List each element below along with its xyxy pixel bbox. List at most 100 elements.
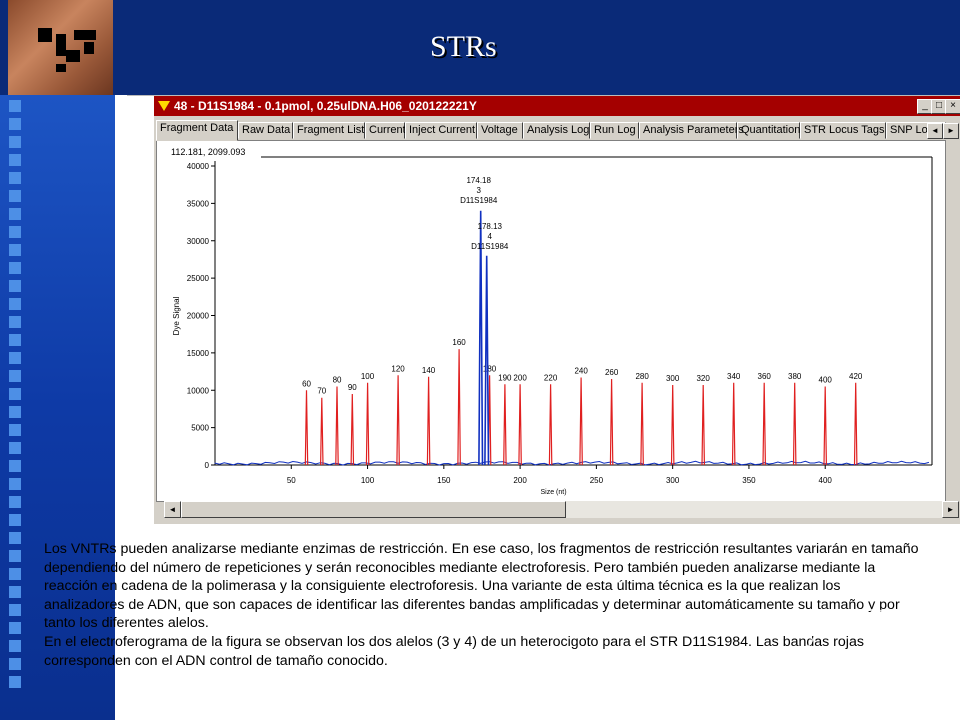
ladder-peak-label: 180	[483, 364, 497, 373]
ladder-peak	[579, 377, 583, 466]
bullet-square	[9, 352, 21, 364]
ladder-peak-label: 420	[849, 372, 863, 381]
bullet-square	[9, 658, 21, 670]
slide-title: STRs	[430, 30, 497, 63]
ladder-peak	[670, 384, 675, 466]
ladder-peak-label: 90	[348, 383, 357, 392]
bullet-square	[9, 190, 21, 202]
tab-fragment-data[interactable]: Fragment Data	[156, 120, 238, 141]
university-logo	[8, 0, 113, 95]
tab-current[interactable]: Current	[365, 122, 406, 139]
ladder-peak	[518, 384, 522, 466]
analysis-window[interactable]: 48 - D11S1984 - 0.1pmol, 0.25ulDNA.H06_0…	[153, 96, 960, 524]
ladder-peak	[503, 384, 507, 466]
bullet-square	[9, 316, 21, 328]
ladder-peak	[350, 393, 355, 466]
bullet-square	[9, 100, 21, 112]
logo-glyph-icon	[38, 28, 96, 72]
tab-quantitation[interactable]: Quantitation	[737, 122, 800, 139]
bullet-square	[9, 460, 21, 472]
ladder-peak	[426, 376, 431, 466]
y-tick-label: 40000	[187, 162, 210, 171]
bullet-square	[9, 388, 21, 400]
ladder-peak-label: 220	[544, 373, 558, 382]
x-tick-label: 200	[513, 476, 527, 485]
allele-number-label: 4	[488, 232, 493, 241]
slide-header-band	[0, 0, 960, 95]
y-tick-label: 25000	[187, 274, 210, 283]
bullet-square	[9, 514, 21, 526]
bullet-square	[9, 442, 21, 454]
scroll-left-arrow-icon[interactable]: ◄	[164, 501, 181, 518]
tab-run-log[interactable]: Run Log	[590, 122, 639, 139]
ladder-peak	[701, 384, 705, 466]
bullet-square	[9, 568, 21, 580]
ladder-peak-label: 380	[788, 372, 802, 381]
ladder-peak	[396, 375, 400, 466]
ladder-peak-label: 200	[513, 373, 527, 382]
tab-inject-current[interactable]: Inject Current	[405, 122, 477, 139]
tab-str-locus-tags[interactable]: STR Locus Tags	[800, 122, 886, 139]
ladder-peak-label: 340	[727, 372, 741, 381]
bullet-square	[9, 496, 21, 508]
tab-fragment-list[interactable]: Fragment List	[293, 122, 365, 139]
y-tick-label: 30000	[187, 237, 210, 246]
y-tick-label: 20000	[187, 312, 210, 321]
window-titlebar[interactable]: 48 - D11S1984 - 0.1pmol, 0.25ulDNA.H06_0…	[154, 96, 960, 116]
ladder-peak-label: 190	[498, 373, 512, 382]
tab-analysis-parameters[interactable]: Analysis Parameters	[639, 122, 744, 139]
ladder-peak-label: 70	[317, 387, 326, 396]
app-triangle-icon	[158, 101, 170, 111]
y-tick-label: 35000	[187, 199, 210, 208]
ladder-peak	[640, 382, 644, 466]
ladder-peak-label: 140	[422, 366, 436, 375]
ladder-peak	[320, 397, 324, 466]
bullet-square	[9, 118, 21, 130]
ladder-peak	[365, 382, 370, 466]
caption-paragraph-2: En el electroferograma de la figura se o…	[44, 633, 864, 669]
bullet-square	[9, 262, 21, 274]
ladder-peak	[609, 378, 614, 466]
x-axis-label: Size (nt)	[540, 489, 566, 496]
y-axis-label: Dye Signal	[172, 296, 181, 335]
coord-readout-box	[166, 144, 264, 158]
ladder-peak	[548, 384, 553, 466]
ladder-peak-label: 120	[391, 364, 405, 373]
bullet-squares	[9, 100, 23, 694]
ladder-peak	[823, 386, 827, 466]
allele-size-label: 174.18	[466, 176, 491, 185]
bullet-square	[9, 136, 21, 148]
close-button[interactable]: ×	[945, 99, 960, 114]
ladder-peak-label: 100	[361, 372, 375, 381]
coord-readout: 112.181, 2099.093	[171, 147, 245, 157]
tab-analysis-log[interactable]: Analysis Log	[523, 122, 590, 139]
window-title: 48 - D11S1984 - 0.1pmol, 0.25ulDNA.H06_0…	[174, 99, 477, 113]
tab-scroll-left-icon[interactable]: ◄	[927, 123, 943, 139]
bullet-square	[9, 172, 21, 184]
tab-voltage[interactable]: Voltage	[477, 122, 523, 139]
horizontal-scrollbar[interactable]: ◄ ►	[164, 501, 959, 518]
ladder-peak-label: 280	[635, 372, 649, 381]
ladder-peak-label: 60	[302, 379, 311, 388]
ladder-peak-label: 360	[758, 372, 772, 381]
ladder-peak-label: 300	[666, 374, 680, 383]
electropherogram-chart: 112.181, 2099.093 0 5000 10000 15000 20000 250…	[166, 144, 933, 496]
x-tick-label: 400	[819, 476, 833, 485]
bullet-square	[9, 280, 21, 292]
decorative-rings-icon	[799, 609, 941, 720]
x-tick-label: 150	[437, 476, 451, 485]
ladder-peak	[731, 382, 736, 466]
scroll-right-arrow-icon[interactable]: ►	[942, 501, 959, 518]
allele-peak	[484, 255, 490, 466]
tab-raw-data[interactable]: Raw Data	[238, 122, 293, 139]
y-tick-label: 10000	[187, 386, 210, 395]
tab-scroll-right-icon[interactable]: ►	[943, 123, 959, 139]
scrollbar-thumb[interactable]	[181, 501, 566, 518]
bullet-square	[9, 406, 21, 418]
allele-number-label: 3	[476, 186, 481, 195]
allele-peak	[478, 210, 484, 466]
bullet-square	[9, 622, 21, 634]
bullet-square	[9, 478, 21, 490]
x-tick-label: 350	[742, 476, 756, 485]
bullet-square	[9, 640, 21, 652]
